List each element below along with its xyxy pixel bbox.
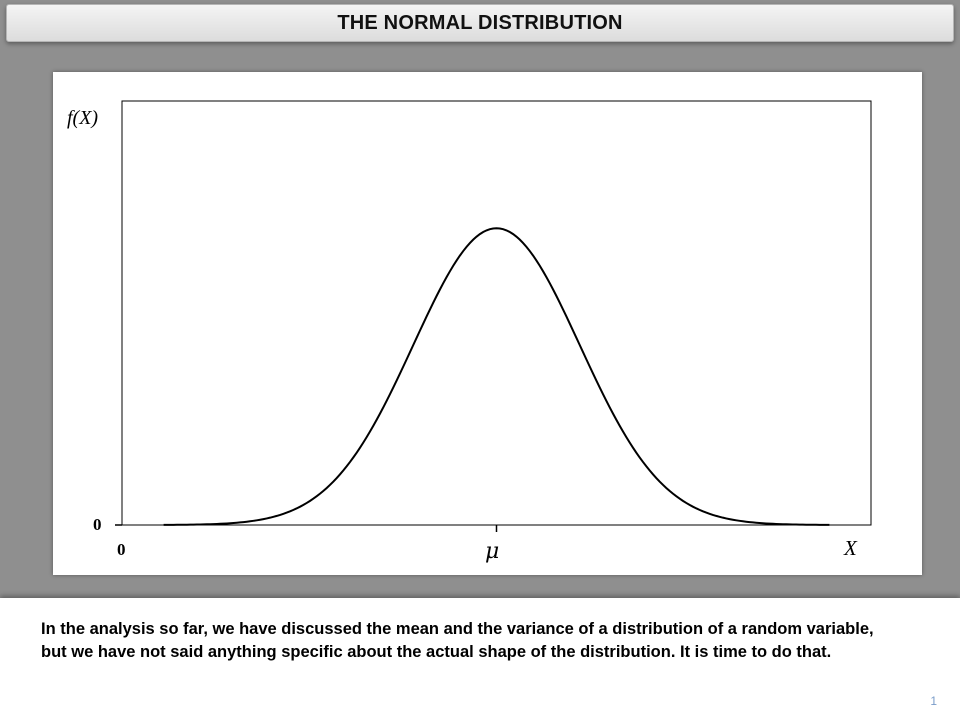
plot-frame [121, 100, 872, 526]
slide-caption: In the analysis so far, we have discusse… [41, 620, 874, 661]
slide-title-bar: THE NORMAL DISTRIBUTION [6, 4, 954, 42]
normal-curve-series [163, 227, 830, 526]
x-tick-label-zero: 0 [117, 540, 126, 559]
slide-title: THE NORMAL DISTRIBUTION [337, 11, 623, 34]
page-number: 1 [930, 694, 937, 708]
y-tick-label-zero: 0 [93, 515, 102, 534]
x-axis-label: X [843, 536, 858, 560]
chart-panel: f(X) 0 0 μ X [53, 72, 922, 575]
normal-distribution-chart: f(X) 0 0 μ X [67, 100, 872, 564]
y-axis-label: f(X) [67, 107, 98, 129]
caption-panel: In the analysis so far, we have discusse… [0, 598, 960, 720]
x-tick-label-mu: μ [485, 539, 499, 564]
